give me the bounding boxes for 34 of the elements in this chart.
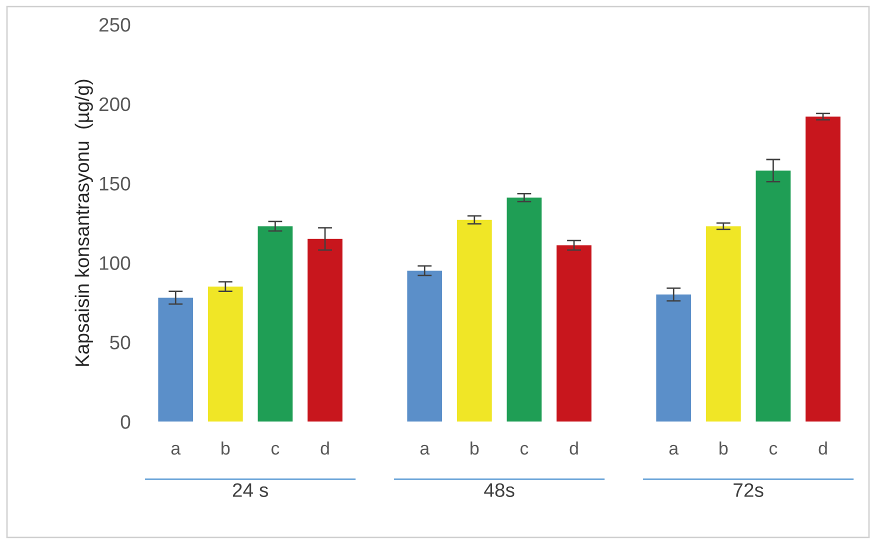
text: d [570, 441, 578, 455]
bar [806, 116, 840, 422]
x-tick-label: 48s [484, 483, 514, 497]
x-tick-label: 72s [734, 483, 764, 497]
y-tick-label: 200 [99, 97, 130, 112]
y-tick-label: 0 [120, 415, 130, 429]
bar [756, 170, 791, 422]
bar [208, 286, 243, 422]
bar [656, 294, 692, 422]
series-label: d [320, 441, 329, 455]
text: c [769, 444, 778, 455]
bar [506, 198, 542, 422]
bar [706, 226, 741, 422]
text: a [669, 444, 679, 455]
text: a [420, 444, 430, 455]
text: b [720, 441, 728, 455]
bar [407, 270, 442, 422]
text: d [818, 441, 827, 455]
text: b [470, 441, 479, 455]
y-tick-label: 50 [110, 336, 130, 350]
y-tick-label: 100 [100, 256, 130, 270]
y-tick-label: 150 [100, 176, 130, 191]
series-label: c [271, 444, 280, 455]
bar [158, 298, 194, 422]
bar [456, 220, 492, 422]
y-axis-title: Kapsaisin konsantrasyonu (µg/g) [74, 80, 93, 366]
bar [258, 226, 293, 422]
bar [556, 245, 592, 422]
y-tick-label: 250 [99, 18, 130, 32]
text: c [520, 444, 528, 455]
bar [308, 238, 342, 422]
series-label: b [222, 441, 230, 455]
series-label: a [171, 444, 181, 455]
x-tick-label: 24 s [232, 483, 268, 497]
